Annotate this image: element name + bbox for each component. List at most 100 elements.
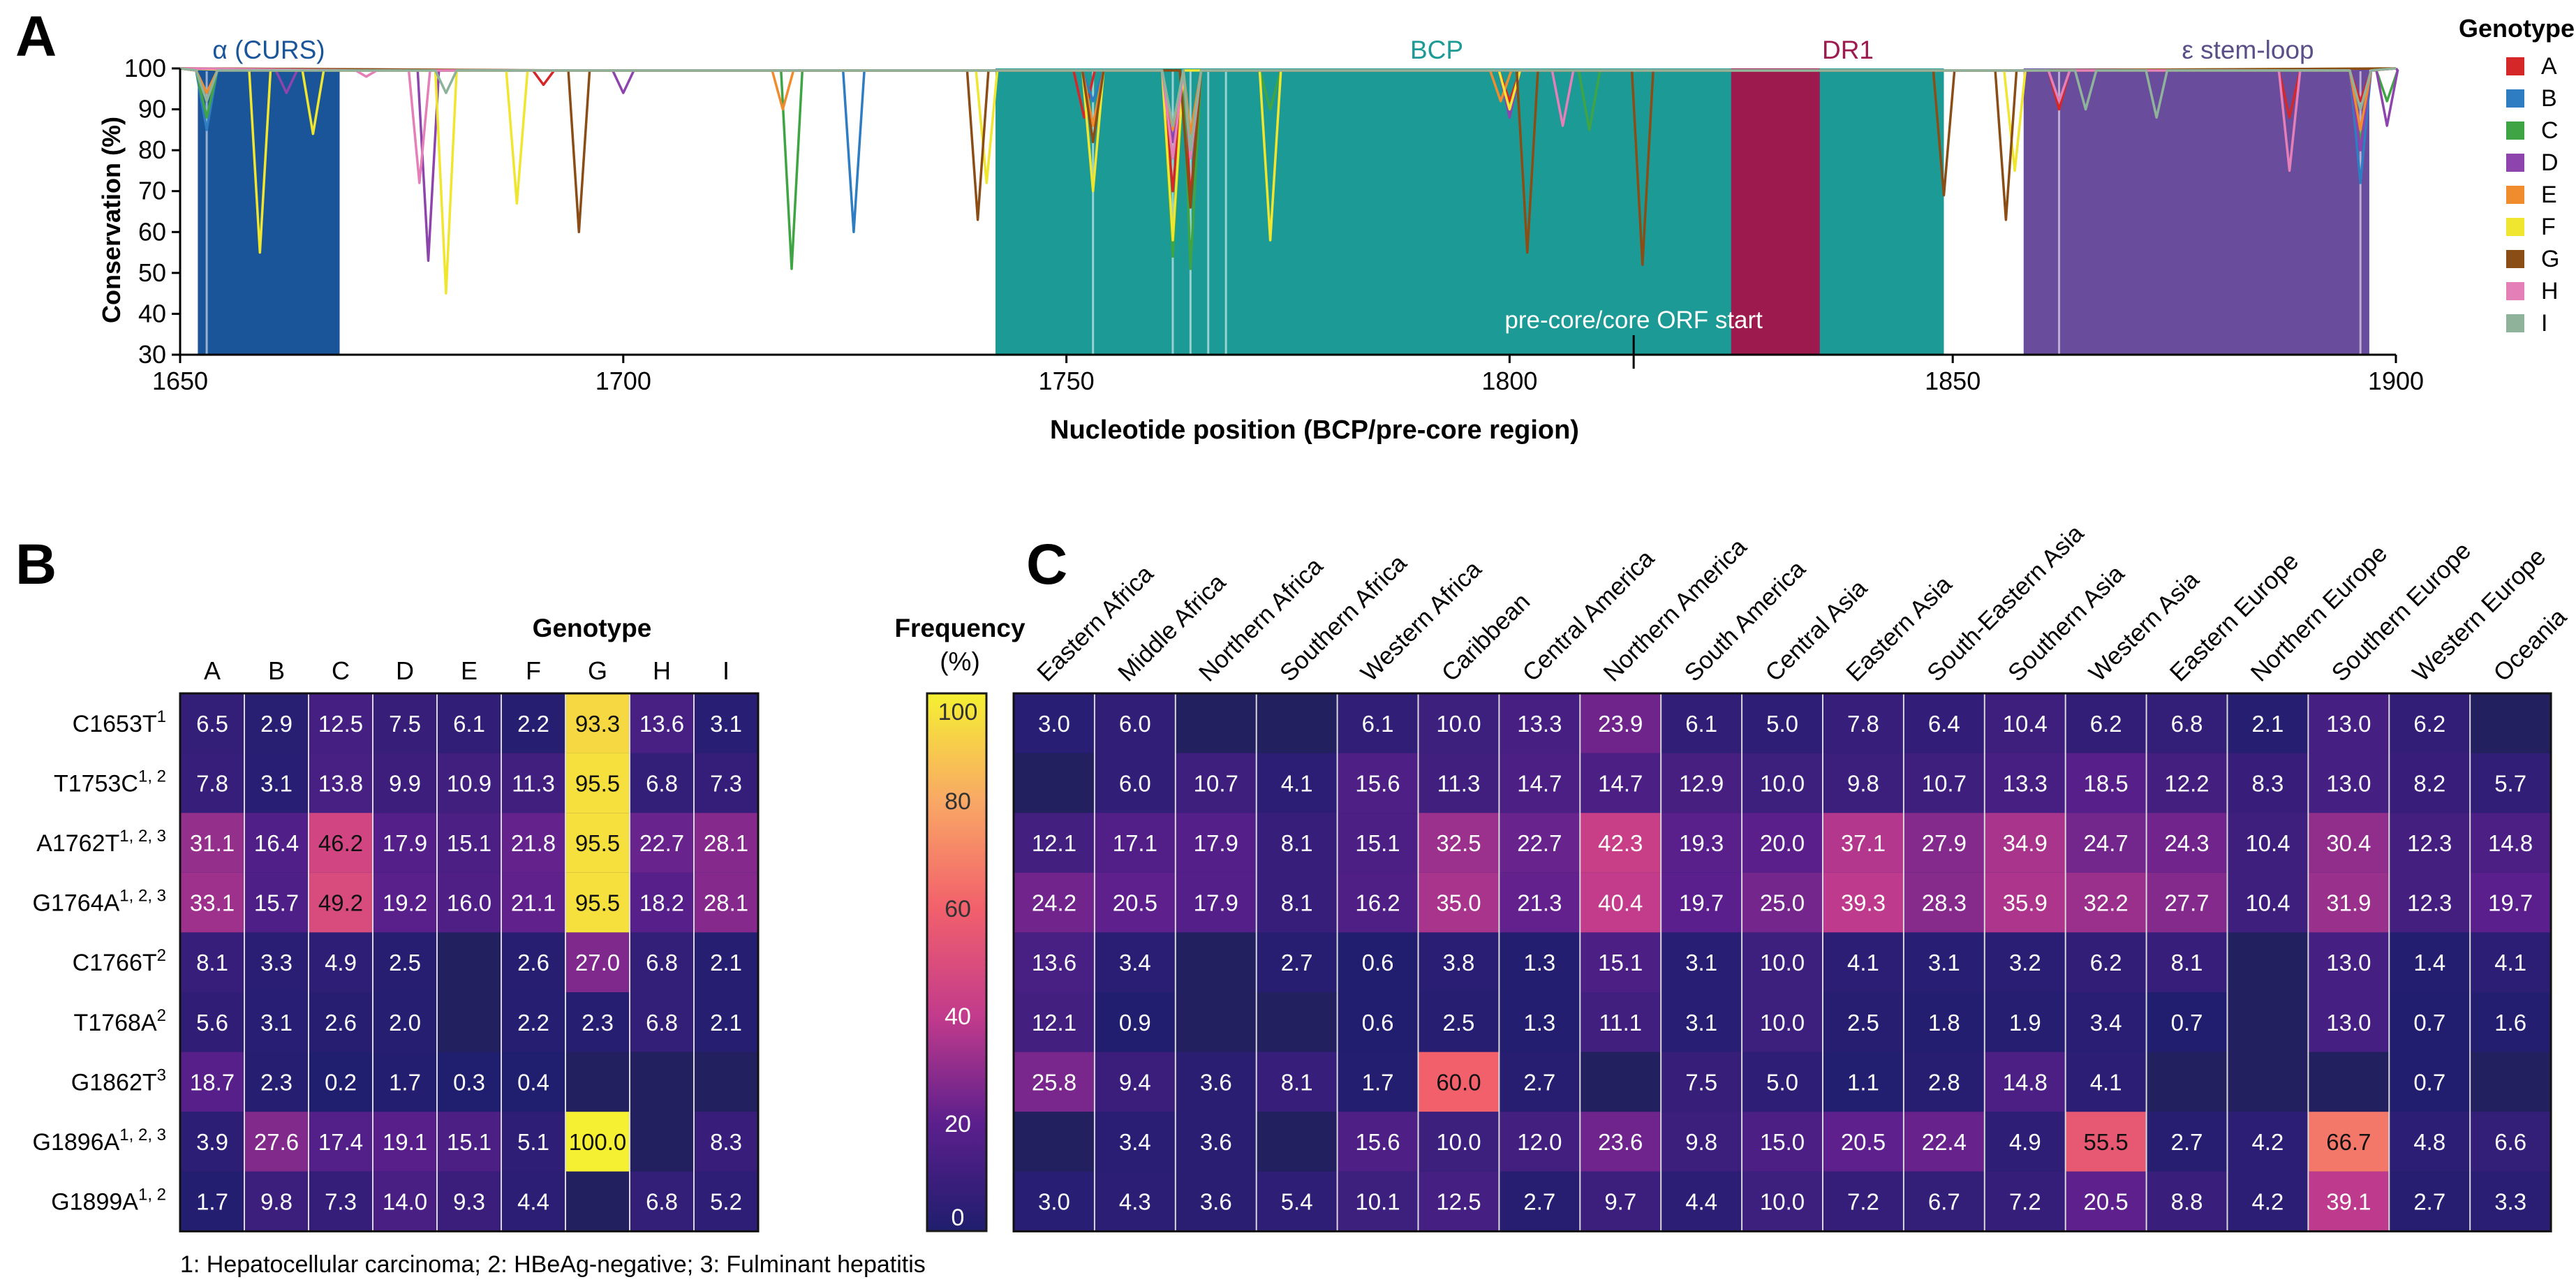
region-cell — [2065, 932, 2147, 992]
genotype-cell-label: 6.8 — [646, 770, 678, 796]
region-cell-label: 10.7 — [1194, 770, 1238, 796]
region-cell-label: 7.5 — [1685, 1069, 1717, 1095]
genotype-cell — [630, 693, 694, 753]
region-cell — [1903, 872, 1985, 933]
genotype-cell-label: 6.5 — [196, 711, 228, 737]
mutation-row-header-6: G1862T3 — [71, 1066, 166, 1096]
genotype-cell — [309, 1112, 373, 1172]
region-cell — [1418, 753, 1500, 813]
genotype-cell — [437, 932, 501, 992]
genotype-cell — [565, 992, 630, 1052]
region-cell — [1499, 693, 1581, 753]
region-cell-label: 0.6 — [1362, 1010, 1394, 1036]
region-cell — [2065, 813, 2147, 873]
region-cell — [1256, 1171, 1338, 1232]
region-cell — [1094, 1052, 1176, 1112]
region-cell-label: 5.4 — [1281, 1189, 1313, 1215]
region-cell — [1742, 1171, 1823, 1232]
genotype-cell-label: 7.3 — [325, 1189, 357, 1215]
region-cell — [1337, 813, 1419, 873]
region-cell — [1580, 1112, 1661, 1172]
region-cell-label: 5.0 — [1766, 711, 1798, 737]
genotype-cell-label: 95.5 — [575, 890, 620, 916]
region-cell — [1175, 1171, 1257, 1232]
region-cell — [2065, 1112, 2147, 1172]
legend-label-E: E — [2541, 182, 2557, 208]
genotype-cell-label: 1.7 — [389, 1069, 421, 1095]
region-col-header-16: Southern Europe — [2326, 537, 2476, 687]
mutation-row-header-5: T1768A2 — [74, 1006, 166, 1036]
genotype-cell — [309, 813, 373, 873]
region-label-1: BCP — [1410, 36, 1463, 64]
region-cell — [1903, 1171, 1985, 1232]
region-cell — [1661, 1052, 1742, 1112]
genotype-cell-label: 19.1 — [383, 1129, 427, 1155]
region-cell-label: 1.7 — [1362, 1069, 1394, 1095]
region-cell — [2470, 1171, 2552, 1232]
genotype-cell-label: 28.1 — [704, 830, 748, 856]
region-cell-label: 6.6 — [2494, 1129, 2526, 1155]
mutation-name-6: G1862T — [71, 1069, 157, 1096]
region-label-0: α (CURS) — [212, 36, 325, 64]
region-cell — [1984, 872, 2066, 933]
region-cell-label: 12.5 — [1436, 1189, 1481, 1215]
mutation-sup-2: 1, 2, 3 — [119, 827, 166, 846]
region-cell-label: 10.0 — [1760, 1189, 1805, 1215]
genotype-cell-label: 3.1 — [710, 711, 742, 737]
genotype-cell-label: 93.3 — [575, 711, 620, 737]
region-cell-label: 24.2 — [1032, 890, 1076, 916]
region-cell — [2227, 813, 2309, 873]
region-cell-label: 3.2 — [2009, 950, 2041, 975]
region-cell — [1823, 1171, 1904, 1232]
region-cell-label: 24.3 — [2164, 830, 2209, 856]
region-cell — [2146, 813, 2228, 873]
genotype-cell — [373, 753, 437, 813]
region-cell — [1337, 872, 1419, 933]
genotype-cell-label: 11.3 — [512, 770, 555, 796]
region-cell — [2308, 1171, 2390, 1232]
region-cell — [1661, 932, 1742, 992]
region-cell — [1580, 932, 1661, 992]
genotype-cell-label: 2.1 — [710, 950, 742, 975]
genotype-cell — [694, 1112, 758, 1172]
genotype-cell — [565, 1171, 630, 1232]
region-cell — [2389, 872, 2471, 933]
genotype-cell — [694, 992, 758, 1052]
region-cell — [2227, 1171, 2309, 1232]
region-cell-label: 11.1 — [1599, 1010, 1642, 1036]
legend-swatch-F — [2506, 218, 2524, 236]
region-cell-label: 8.1 — [1281, 890, 1313, 916]
genotype-cell — [630, 872, 694, 933]
y-tick-label-40: 40 — [138, 299, 166, 327]
genotype-cell-label: 27.6 — [254, 1129, 299, 1155]
genotype-cell — [309, 932, 373, 992]
genotype-cell — [694, 753, 758, 813]
genotype-cell — [373, 813, 437, 873]
mutation-name-0: C1653T — [73, 711, 157, 737]
region-cell-label: 17.9 — [1194, 890, 1238, 916]
genotype-cell — [565, 753, 630, 813]
genotype-cell-label: 10.9 — [447, 770, 491, 796]
legend-swatch-B — [2506, 89, 2524, 108]
region-cell — [1903, 992, 1985, 1052]
mutation-name-2: A1762T — [36, 830, 119, 857]
genotype-cell — [373, 1052, 437, 1112]
genotype-cell — [180, 693, 244, 753]
region-cell — [2308, 753, 2390, 813]
y-tick-label-70: 70 — [138, 177, 166, 205]
region-cell — [1742, 753, 1823, 813]
genotype-col-header-E: E — [461, 656, 478, 685]
region-cell-label: 55.5 — [2084, 1129, 2129, 1155]
genotype-cell-label: 6.8 — [646, 950, 678, 975]
genotype-cell — [501, 813, 565, 873]
region-cell-label: 12.9 — [1679, 770, 1724, 796]
mutation-sup-0: 1 — [157, 707, 166, 726]
region-cell-label: 2.7 — [1281, 950, 1313, 975]
genotype-cell-label: 15.1 — [447, 830, 491, 856]
region-cell — [2065, 1171, 2147, 1232]
region-cell-label: 10.7 — [1922, 770, 1967, 796]
region-cell — [1823, 813, 1904, 873]
genotype-cell — [437, 1052, 501, 1112]
